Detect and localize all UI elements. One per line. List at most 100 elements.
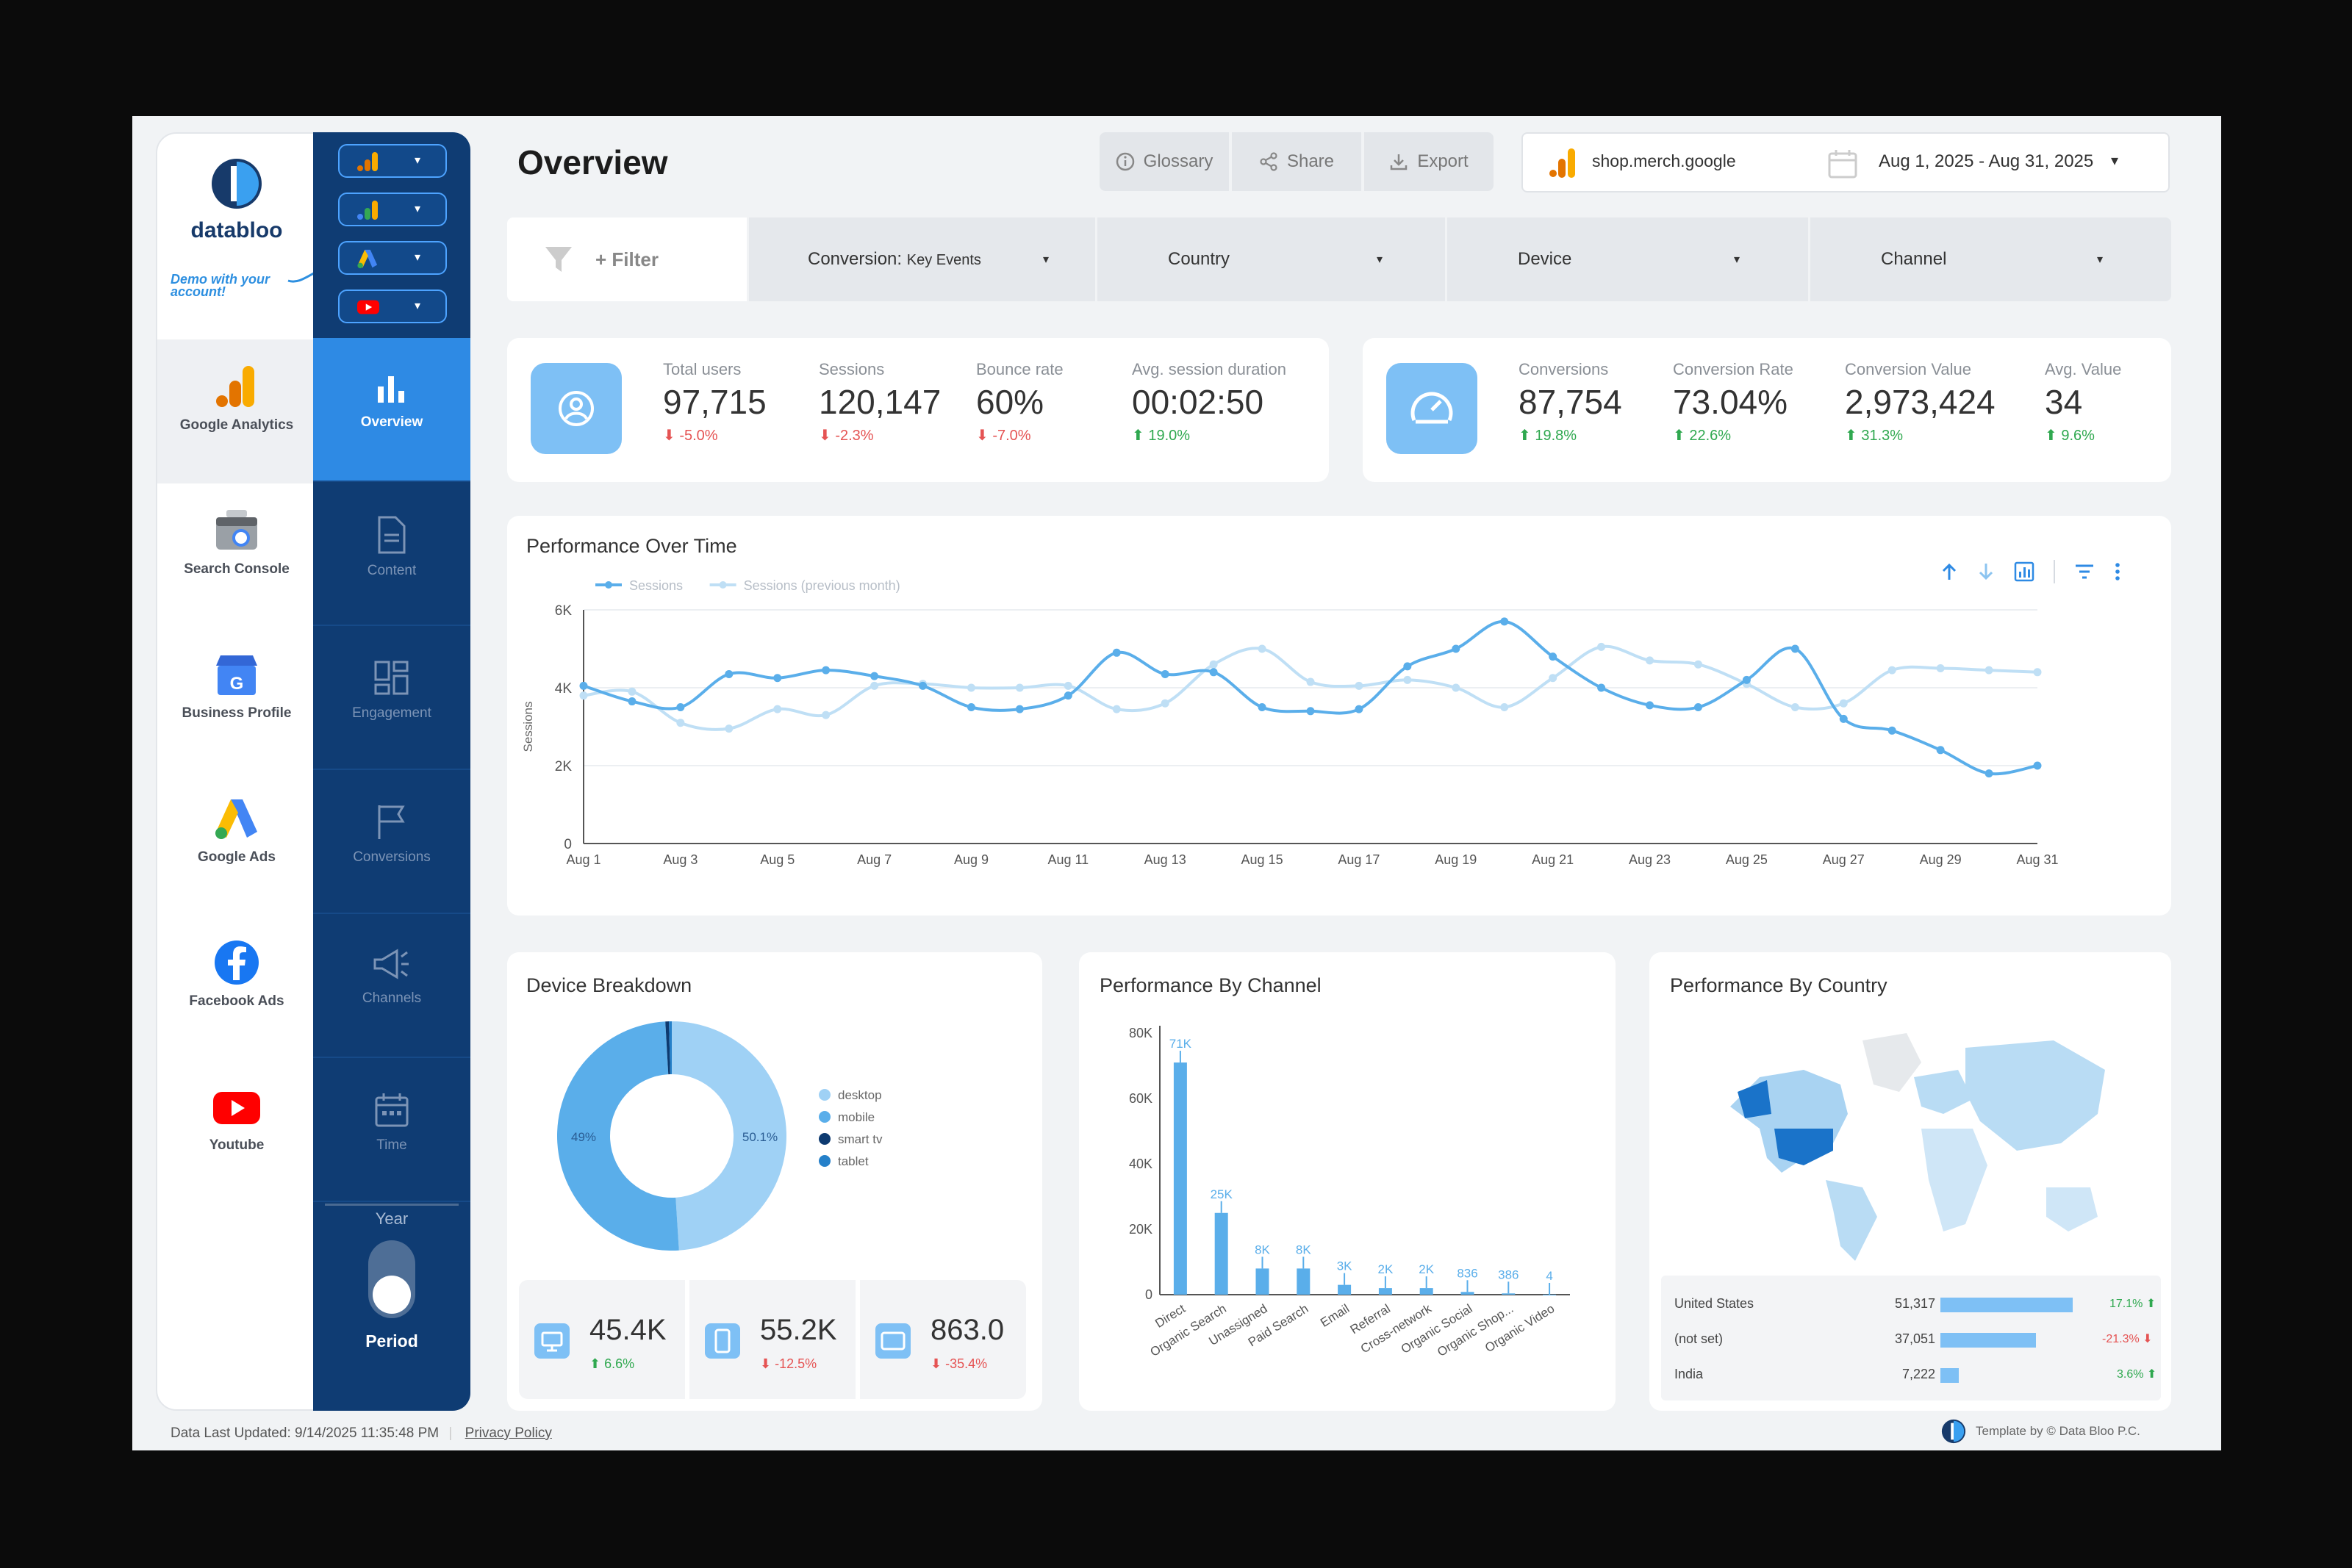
data-point bbox=[1306, 707, 1315, 716]
data-point bbox=[676, 703, 685, 711]
account-select-google-analytics-4[interactable]: ▾ bbox=[338, 193, 447, 226]
footer-credit: Template by © Data Bloo P.C. bbox=[1940, 1418, 2140, 1445]
source-google-ads[interactable]: Google Ads bbox=[157, 772, 316, 916]
nav-engagement[interactable]: Engagement bbox=[313, 626, 470, 770]
source-label: Business Profile bbox=[182, 705, 292, 721]
more-options-icon[interactable] bbox=[2114, 562, 2121, 581]
data-point bbox=[1936, 746, 1945, 755]
brand-logo[interactable]: databloo bbox=[157, 156, 316, 243]
data-point bbox=[1064, 681, 1072, 690]
pie-slice bbox=[665, 1021, 670, 1075]
data-point bbox=[1452, 644, 1460, 653]
conversion-filter-dropdown[interactable]: Conversion: Key Events ▾ bbox=[747, 217, 1095, 301]
traffic-kpi-card: Total users 97,715 ⬇ -5.0% Sessions 120,… bbox=[507, 338, 1329, 482]
source-youtube[interactable]: Youtube bbox=[157, 1060, 316, 1204]
chart-settings-icon[interactable] bbox=[2014, 561, 2034, 582]
source-label: Google Analytics bbox=[179, 417, 294, 433]
kpi-conversion-rate: Conversion Rate 73.04% ⬆ 22.6% bbox=[1673, 360, 1793, 445]
download-icon bbox=[1391, 154, 1408, 170]
table-row[interactable]: United States 51,317 17.1% ⬆ bbox=[1674, 1296, 2159, 1317]
x-tick-label: Aug 9 bbox=[954, 852, 989, 867]
data-point bbox=[1646, 701, 1654, 710]
channel-filter-dropdown[interactable]: Channel ▾ bbox=[1808, 217, 2171, 301]
device-filter-dropdown[interactable]: Device ▾ bbox=[1445, 217, 1808, 301]
kpi-change: ⬆ 22.6% bbox=[1673, 428, 1732, 444]
kpi-label: Conversion Rate bbox=[1673, 360, 1793, 378]
account-select-google-ads[interactable]: ▾ bbox=[338, 241, 447, 275]
legend-marker bbox=[819, 1089, 831, 1101]
property-date-selector[interactable]: shop.merch.google Aug 1, 2025 - Aug 31, … bbox=[1521, 132, 2170, 193]
country-table: United States 51,317 17.1% ⬆ (not set) 3… bbox=[1661, 1276, 2161, 1400]
data-label: 2K bbox=[1378, 1262, 1394, 1276]
country-filter-dropdown[interactable]: Country ▾ bbox=[1095, 217, 1445, 301]
kpi-value: 00:02:50 bbox=[1132, 383, 1264, 421]
nav-channels[interactable]: Channels bbox=[313, 914, 470, 1058]
pie-slice bbox=[669, 1021, 672, 1075]
nav-conversions[interactable]: Conversions bbox=[313, 770, 470, 914]
world-map bbox=[1730, 1033, 2105, 1261]
source-sidebar: databloo Demo with your account! Google … bbox=[156, 132, 330, 1411]
account-select-google-analytics[interactable]: ▾ bbox=[338, 144, 447, 178]
footer-info: Data Last Updated: 9/14/2025 11:35:48 PM… bbox=[171, 1425, 552, 1442]
nav-content[interactable]: Content bbox=[313, 482, 470, 626]
kpi-value: 120,147 bbox=[819, 383, 942, 421]
share-icon bbox=[1260, 152, 1277, 171]
toolbar-divider bbox=[2054, 560, 2055, 583]
table-row[interactable]: India 7,222 3.6% ⬆ bbox=[1674, 1367, 2159, 1387]
source-label: Search Console bbox=[184, 561, 290, 577]
footer-separator: | bbox=[448, 1425, 453, 1441]
source-business-profile[interactable]: G Business Profile bbox=[157, 627, 316, 772]
data-point bbox=[1209, 668, 1218, 677]
source-google-analytics[interactable]: Google Analytics bbox=[157, 339, 316, 483]
filter-lines-icon[interactable] bbox=[2074, 563, 2095, 580]
x-tick-label: Organic Video bbox=[1482, 1301, 1557, 1355]
year-period-toggle[interactable] bbox=[368, 1240, 415, 1318]
nav-label: Time bbox=[376, 1137, 407, 1153]
kpi-change-value: -2.3% bbox=[835, 428, 874, 444]
export-button[interactable]: Export bbox=[1364, 132, 1494, 191]
device-stat-change-value: 6.6% bbox=[604, 1356, 635, 1371]
bar bbox=[1297, 1268, 1311, 1295]
divider bbox=[325, 1204, 459, 1206]
dashboard-icon bbox=[374, 661, 409, 695]
source-facebook-ads[interactable]: Facebook Ads bbox=[157, 916, 316, 1060]
data-label: 4 bbox=[1546, 1269, 1552, 1283]
country-change: 3.6% ⬆ bbox=[2117, 1368, 2157, 1381]
data-point bbox=[1549, 674, 1557, 683]
nav-overview[interactable]: Overview bbox=[313, 338, 470, 482]
device-stat-mobile: 55.2K ⬇ -12.5% bbox=[689, 1280, 856, 1399]
legend-marker bbox=[719, 581, 727, 589]
table-row[interactable]: (not set) 37,051 -21.3% ⬇ bbox=[1674, 1331, 2159, 1352]
kpi-total-users: Total users 97,715 ⬇ -5.0% bbox=[663, 360, 767, 445]
device-stat-value: 45.4K bbox=[589, 1314, 667, 1346]
desktop-icon bbox=[534, 1323, 570, 1359]
glossary-button[interactable]: Glossary bbox=[1100, 132, 1229, 191]
account-select-youtube[interactable]: ▾ bbox=[338, 289, 447, 323]
country-name: (not set) bbox=[1674, 1331, 1724, 1346]
sort-descending-icon[interactable] bbox=[1977, 562, 1995, 581]
data-point bbox=[1258, 644, 1266, 653]
source-search-console[interactable]: Search Console bbox=[157, 483, 316, 627]
google-analytics-4-icon bbox=[357, 201, 378, 220]
data-point bbox=[1355, 681, 1363, 690]
brand-name: databloo bbox=[190, 218, 283, 242]
data-point bbox=[1500, 617, 1509, 626]
nav-time[interactable]: Time bbox=[313, 1058, 470, 1202]
chevron-down-icon: ▾ bbox=[415, 300, 421, 312]
share-button[interactable]: Share bbox=[1232, 132, 1361, 191]
sort-ascending-icon[interactable] bbox=[1940, 562, 1958, 581]
data-point bbox=[1790, 703, 1799, 711]
bar bbox=[1338, 1284, 1352, 1295]
add-filter-button[interactable]: + Filter bbox=[507, 217, 747, 301]
device-stat-change: ⬇ -12.5% bbox=[760, 1356, 817, 1371]
privacy-policy-link[interactable]: Privacy Policy bbox=[465, 1425, 552, 1441]
x-tick-label: Aug 19 bbox=[1435, 852, 1477, 867]
date-range[interactable]: Aug 1, 2025 - Aug 31, 2025 bbox=[1879, 151, 2094, 171]
sessions-line-chart: 0 2K 4K 6K Sessions Aug 1 Aug 3 Aug 5 Aug 7 Aug 9… bbox=[521, 578, 2059, 867]
kpi-label: Avg. Value bbox=[2045, 360, 2122, 378]
kpi-change: ⬆ 31.3% bbox=[1845, 428, 1904, 444]
x-tick-label: Aug 7 bbox=[857, 852, 892, 867]
template-credit: Template by © Data Bloo P.C. bbox=[1976, 1424, 2140, 1438]
kpi-avg-session-duration: Avg. session duration 00:02:50 ⬆ 19.0% bbox=[1132, 360, 1286, 445]
country-change: -21.3% ⬇ bbox=[2102, 1333, 2153, 1345]
